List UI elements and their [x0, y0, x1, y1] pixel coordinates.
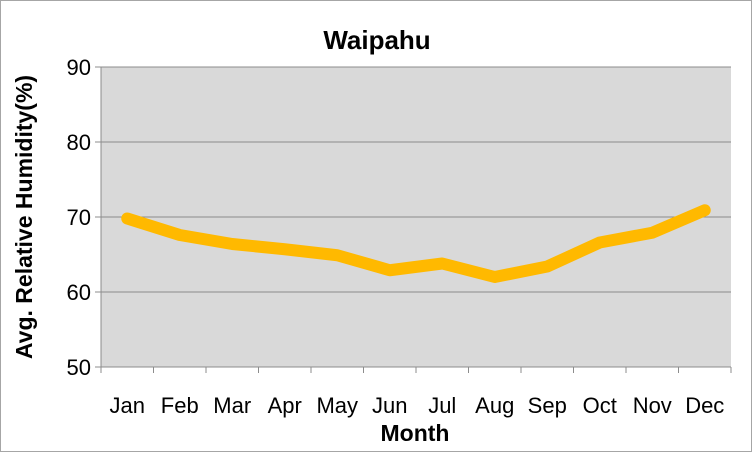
- data-point: [229, 241, 236, 247]
- data-point: [334, 252, 341, 259]
- y-tick-label: 50: [67, 355, 91, 380]
- x-tick-label: Nov: [633, 393, 672, 418]
- x-tick-label: Dec: [685, 393, 724, 418]
- data-point: [649, 229, 656, 236]
- x-tick-label: Oct: [583, 393, 617, 418]
- y-tick-labels: 50 60 70 80 90: [67, 55, 91, 380]
- x-tick-label: Sep: [528, 393, 567, 418]
- x-tick-label: Feb: [161, 393, 199, 418]
- y-tick-label: 80: [67, 130, 91, 155]
- data-point: [439, 260, 446, 267]
- x-tick-label: May: [316, 393, 358, 418]
- x-tick-label: Mar: [213, 393, 251, 418]
- x-tick-label: Aug: [475, 393, 514, 418]
- series-line: [121, 204, 711, 283]
- x-tick-labels: Jan Feb Mar Apr May Jun Jul Aug Sep Oct Nov Dec: [110, 393, 725, 418]
- data-point: [281, 246, 288, 253]
- series: [121, 204, 711, 283]
- data-point: [386, 267, 393, 274]
- chart-title: Waipahu: [323, 25, 430, 55]
- x-axis-title: Month: [381, 420, 450, 446]
- x-tick-label: Jun: [372, 393, 407, 418]
- data-point: [124, 215, 131, 222]
- data-point: [544, 263, 551, 270]
- data-point: [701, 207, 708, 214]
- data-point: [596, 239, 603, 246]
- x-tick-label: Jan: [110, 393, 145, 418]
- x-tick-label: Apr: [268, 393, 302, 418]
- y-tick-label: 60: [67, 280, 91, 305]
- gridlines: [101, 66, 731, 293]
- x-tick-label: Jul: [428, 393, 456, 418]
- data-point: [491, 274, 498, 280]
- y-tick-label: 90: [67, 55, 91, 80]
- y-axis-title: Avg. Relative Humidity(%): [11, 75, 37, 359]
- axes: [95, 66, 732, 373]
- data-point: [176, 232, 183, 238]
- y-tick-label: 70: [67, 205, 91, 230]
